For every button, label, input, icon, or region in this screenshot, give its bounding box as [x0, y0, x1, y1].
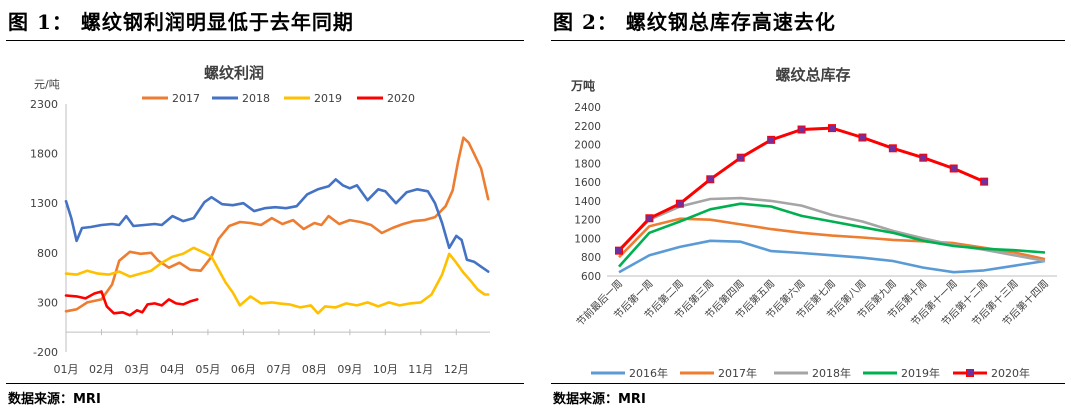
y-tick-label: 1800: [574, 158, 601, 170]
data-point-marker: [888, 144, 897, 153]
legend-label: 2016年: [629, 366, 668, 380]
series-line: [64, 136, 490, 313]
y-tick-label: 1300: [30, 197, 58, 210]
data-point-marker: [858, 133, 867, 142]
series-line: [618, 239, 1046, 274]
figure-1-caption: 图 1： 螺纹钢利润明显低于去年同期: [8, 10, 354, 34]
y-tick-label: -200: [33, 346, 58, 359]
figure-2-caption: 图 2： 螺纹钢总库存高速去化: [553, 10, 836, 34]
figure-1: 图 1： 螺纹钢利润明显低于去年同期 螺纹利润元/吨 -200 300 800 1300…: [0, 0, 530, 412]
data-point-marker: [828, 124, 836, 133]
data-point-marker: [767, 135, 776, 144]
x-tick-label: 12月: [444, 363, 469, 376]
legend-label: 2019年: [901, 366, 940, 380]
y-tick-label: 2000: [574, 140, 601, 152]
x-tick-label: 03月: [124, 363, 149, 376]
x-tick-label: 07月: [266, 363, 291, 376]
y-tick-label: 2200: [574, 121, 601, 133]
data-point-marker: [980, 177, 989, 186]
series-line: [64, 246, 490, 315]
y-tick-label: 300: [37, 296, 58, 309]
legend-label: 2017年: [718, 366, 757, 380]
figure-2-source: 数据来源：MRI: [553, 392, 646, 407]
y-axis-unit: 元/吨: [34, 78, 60, 91]
y-tick-label: 800: [581, 252, 601, 264]
x-tick-label: 05月: [195, 363, 220, 376]
data-point-marker: [919, 153, 928, 162]
y-tick-label: 600: [581, 271, 601, 283]
legend-label: 2020: [387, 92, 415, 105]
caption-rule: [551, 40, 1065, 41]
figure-1-source: 数据来源：MRI: [8, 392, 101, 407]
y-tick-label: 2400: [574, 102, 601, 114]
x-tick-label: 09月: [337, 363, 362, 376]
chart-title: 螺纹利润: [204, 64, 264, 82]
y-tick-label: 800: [37, 247, 58, 260]
x-tick-label: 06月: [231, 363, 256, 376]
data-point-marker: [615, 246, 623, 255]
x-tick-label: 02月: [89, 363, 114, 376]
legend-label: 2018: [242, 92, 270, 105]
y-tick-label: 1600: [574, 177, 601, 189]
data-point-marker: [949, 164, 958, 173]
data-point-marker: [797, 125, 806, 134]
x-tick-label: 01月: [54, 363, 79, 376]
data-point-marker: [675, 199, 684, 208]
figure-2: 图 2： 螺纹钢总库存高速去化 螺纹总库存万吨 600 800 1000 1200 140…: [545, 0, 1071, 412]
x-tick-label: 节前最后一周: [574, 277, 626, 329]
caption-rule: [6, 40, 524, 41]
legend-label: 2020年: [991, 366, 1030, 380]
y-axis-unit: 万吨: [570, 78, 595, 93]
legend-label: 2017: [172, 92, 200, 105]
series-line: [64, 290, 199, 317]
legend-marker: [966, 369, 974, 377]
x-tick-label: 10月: [373, 363, 398, 376]
y-tick-label: 1000: [574, 233, 601, 245]
data-point-marker: [736, 153, 745, 162]
series-line: [618, 202, 1046, 268]
series-line: [64, 178, 490, 273]
data-point-marker: [645, 214, 654, 223]
y-tick-label: 1400: [574, 196, 601, 208]
x-tick-label: 04月: [160, 363, 185, 376]
source-rule: [6, 383, 524, 384]
legend-label: 2018年: [812, 366, 851, 380]
y-tick-label: 1800: [30, 148, 58, 161]
x-tick-label: 11月: [408, 363, 433, 376]
series-line: [618, 217, 1046, 261]
data-point-marker: [706, 175, 715, 184]
y-tick-label: 2300: [30, 98, 58, 111]
y-tick-label: 1200: [574, 215, 601, 227]
source-rule: [551, 383, 1065, 384]
x-tick-label: 08月: [302, 363, 327, 376]
legend-label: 2019: [314, 92, 342, 105]
chart-title: 螺纹总库存: [775, 66, 850, 84]
